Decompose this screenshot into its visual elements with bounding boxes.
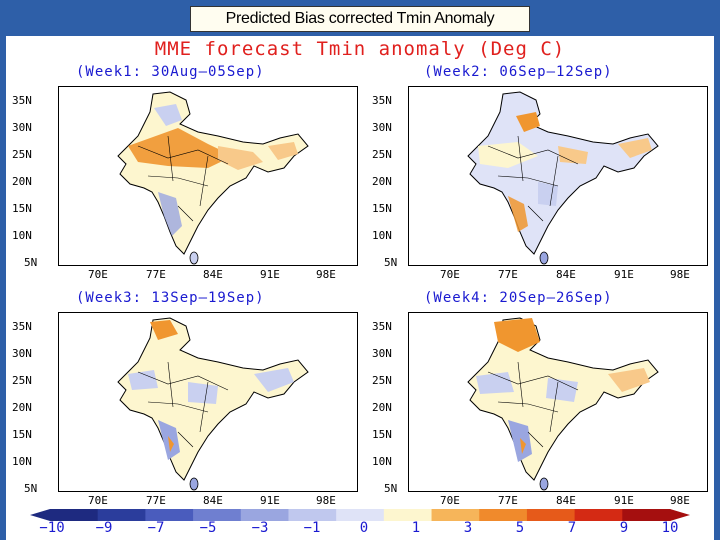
cb-label: −10 bbox=[39, 520, 64, 536]
cb-label: 5 bbox=[516, 520, 524, 536]
w4-lat-30n: 30N bbox=[372, 347, 392, 360]
w3-lon-91e: 91E bbox=[260, 494, 280, 507]
india-map-week1 bbox=[58, 86, 358, 266]
w1-lon-70e: 70E bbox=[88, 268, 108, 281]
colorbar-labels: −10 −9 −7 −5 −3 −1 0 1 3 5 7 9 10 bbox=[30, 520, 690, 538]
w3-lon-98e: 98E bbox=[316, 494, 336, 507]
w4-lon-98e: 98E bbox=[670, 494, 690, 507]
w3-lat-30n: 30N bbox=[12, 347, 32, 360]
cb-label: 3 bbox=[464, 520, 472, 536]
week2-label: (Week2: 06Sep—12Sep) bbox=[424, 64, 613, 80]
w2-lat-25n: 25N bbox=[372, 148, 392, 161]
cb-label: −9 bbox=[96, 520, 113, 536]
india-map-week4 bbox=[408, 312, 708, 492]
w1-lat-25n: 25N bbox=[12, 148, 32, 161]
w4-lon-70e: 70E bbox=[440, 494, 460, 507]
w4-lat-15n: 15N bbox=[372, 428, 392, 441]
w3-lat-15n: 15N bbox=[12, 428, 32, 441]
w1-lon-84e: 84E bbox=[203, 268, 223, 281]
w1-lat-20n: 20N bbox=[12, 175, 32, 188]
cb-label: 1 bbox=[412, 520, 420, 536]
cb-label: 0 bbox=[360, 520, 368, 536]
w1-lon-91e: 91E bbox=[260, 268, 280, 281]
w1-lat-5n: 5N bbox=[24, 256, 37, 269]
india-map-week2 bbox=[408, 86, 708, 266]
w1-lat-10n: 10N bbox=[12, 229, 32, 242]
week4-label: (Week4: 20Sep—26Sep) bbox=[424, 290, 613, 306]
cb-label: −5 bbox=[200, 520, 217, 536]
cb-label: 7 bbox=[568, 520, 576, 536]
w2-lat-10n: 10N bbox=[372, 229, 392, 242]
w3-lon-70e: 70E bbox=[88, 494, 108, 507]
w1-lon-98e: 98E bbox=[316, 268, 336, 281]
week3-label: (Week3: 13Sep—19Sep) bbox=[76, 290, 265, 306]
map-panel-week3 bbox=[58, 312, 358, 492]
left-frame bbox=[0, 0, 6, 540]
w2-lat-20n: 20N bbox=[372, 175, 392, 188]
w1-lat-15n: 15N bbox=[12, 202, 32, 215]
figure-title: MME forecast Tmin anomaly (Deg C) bbox=[0, 38, 720, 60]
w3-lat-10n: 10N bbox=[12, 455, 32, 468]
w2-lon-84e: 84E bbox=[556, 268, 576, 281]
w3-lon-84e: 84E bbox=[203, 494, 223, 507]
map-panel-week4 bbox=[408, 312, 708, 492]
header-bar: Predicted Bias corrected Tmin Anomaly bbox=[0, 0, 720, 36]
map-panel-week2 bbox=[408, 86, 708, 266]
cb-label: −1 bbox=[304, 520, 321, 536]
w4-lon-91e: 91E bbox=[614, 494, 634, 507]
india-map-week3 bbox=[58, 312, 358, 492]
map-panel-week1 bbox=[58, 86, 358, 266]
w4-lat-10n: 10N bbox=[372, 455, 392, 468]
cb-label: 10 bbox=[662, 520, 679, 536]
title-box: Predicted Bias corrected Tmin Anomaly bbox=[190, 6, 530, 32]
cb-label: −7 bbox=[148, 520, 165, 536]
w2-lon-77e: 77E bbox=[498, 268, 518, 281]
w3-lat-5n: 5N bbox=[24, 482, 37, 495]
w1-lon-77e: 77E bbox=[146, 268, 166, 281]
w4-lon-84e: 84E bbox=[556, 494, 576, 507]
w4-lat-20n: 20N bbox=[372, 401, 392, 414]
w2-lat-15n: 15N bbox=[372, 202, 392, 215]
w1-lat-30n: 30N bbox=[12, 121, 32, 134]
w3-lat-35n: 35N bbox=[12, 320, 32, 333]
w2-lat-5n: 5N bbox=[384, 256, 397, 269]
w4-lat-5n: 5N bbox=[384, 482, 397, 495]
cb-label: 9 bbox=[620, 520, 628, 536]
right-frame bbox=[714, 0, 720, 540]
w3-lat-20n: 20N bbox=[12, 401, 32, 414]
w2-lon-70e: 70E bbox=[440, 268, 460, 281]
w1-lat-35n: 35N bbox=[12, 94, 32, 107]
week1-label: (Week1: 30Aug—05Sep) bbox=[76, 64, 265, 80]
w2-lat-35n: 35N bbox=[372, 94, 392, 107]
w4-lon-77e: 77E bbox=[498, 494, 518, 507]
w2-lat-30n: 30N bbox=[372, 121, 392, 134]
w2-lon-98e: 98E bbox=[670, 268, 690, 281]
cb-label: −3 bbox=[252, 520, 269, 536]
page-title: Predicted Bias corrected Tmin Anomaly bbox=[226, 10, 495, 28]
w2-lon-91e: 91E bbox=[614, 268, 634, 281]
w4-lat-25n: 25N bbox=[372, 374, 392, 387]
w4-lat-35n: 35N bbox=[372, 320, 392, 333]
w3-lat-25n: 25N bbox=[12, 374, 32, 387]
w3-lon-77e: 77E bbox=[146, 494, 166, 507]
